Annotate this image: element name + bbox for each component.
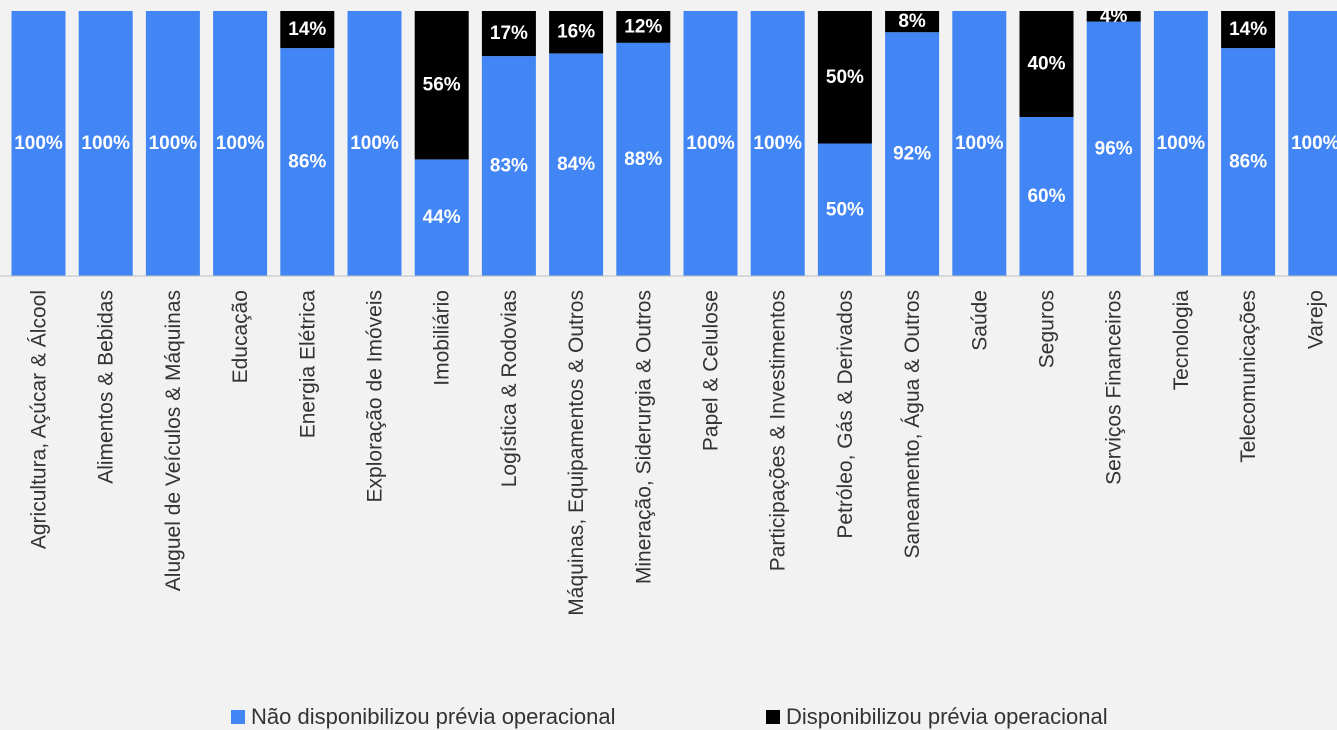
data-label-s2-10: 12% <box>624 16 662 37</box>
category-label-18: Tecnologia <box>1170 290 1193 391</box>
data-label-s1-16: 60% <box>1027 186 1065 207</box>
category-label-5: Energia Elétrica <box>296 290 319 439</box>
data-label-s2-13: 50% <box>826 67 864 88</box>
category-label-15: Saúde <box>968 290 991 351</box>
category-label-1: Agricultura, Açúcar & Álcool <box>28 290 51 549</box>
data-label-s2-5: 14% <box>288 19 326 40</box>
category-label-11: Papel & Celulose <box>700 290 723 451</box>
data-label-s1-15: 100% <box>955 133 1004 154</box>
legend-item-series-2: Disponibilizou prévia operacional <box>766 704 1108 730</box>
category-label-9: Máquinas, Equipamentos & Outros <box>565 290 588 616</box>
category-labels-layer: Agricultura, Açúcar & Álcool Alimentos & … <box>28 290 1328 616</box>
data-label-s2-9: 16% <box>557 22 595 43</box>
data-label-s1-13: 50% <box>826 199 864 220</box>
data-label-s1-1: 100% <box>14 133 63 154</box>
data-label-s1-7: 44% <box>423 207 461 228</box>
data-label-s2-17: 4% <box>1100 6 1128 27</box>
stacked-bar-chart: 100% 100% 100% 100% 86% 14% 100% 44% 56% 83% 17% 84… <box>0 0 1337 700</box>
data-label-s2-19: 14% <box>1229 19 1267 40</box>
data-label-s1-19: 86% <box>1229 152 1267 173</box>
data-label-s2-16: 40% <box>1027 54 1065 75</box>
category-label-6: Exploração de Imóveis <box>364 290 387 502</box>
data-label-s1-10: 88% <box>624 149 662 170</box>
category-label-16: Seguros <box>1036 290 1059 368</box>
data-label-s2-8: 17% <box>490 23 528 44</box>
category-label-10: Mineração, Siderurgia & Outros <box>632 290 655 584</box>
category-label-2: Alimentos & Bebidas <box>95 290 118 484</box>
data-label-s1-11: 100% <box>686 133 735 154</box>
data-label-s1-8: 83% <box>490 156 528 177</box>
category-label-7: Imobiliário <box>431 290 454 386</box>
category-label-17: Serviços Financeiros <box>1103 290 1126 485</box>
category-label-13: Petróleo, Gás & Derivados <box>834 290 857 539</box>
category-label-20: Varejo <box>1304 290 1327 349</box>
data-label-s1-5: 86% <box>288 152 326 173</box>
data-label-s1-12: 100% <box>753 133 802 154</box>
data-label-s1-3: 100% <box>149 133 198 154</box>
legend-label-series-1: Não disponibilizou prévia operacional <box>251 704 615 730</box>
category-label-8: Logística & Rodovias <box>498 290 521 487</box>
data-label-s1-6: 100% <box>350 133 399 154</box>
category-label-12: Participações & Investimentos <box>767 290 790 571</box>
data-label-s1-20: 100% <box>1291 133 1337 154</box>
data-label-s2-7: 56% <box>423 75 461 96</box>
legend-swatch-series-2 <box>766 710 780 724</box>
category-label-3: Aluguel de Veículos & Máquinas <box>162 290 185 591</box>
category-label-19: Telecomunicações <box>1237 290 1260 463</box>
data-label-s1-4: 100% <box>216 133 265 154</box>
data-label-s1-9: 84% <box>557 154 595 175</box>
category-label-14: Saneamento, Água & Outros <box>901 290 924 559</box>
data-label-s2-14: 8% <box>898 11 926 32</box>
data-label-s1-18: 100% <box>1157 133 1206 154</box>
data-label-s1-14: 92% <box>893 144 931 165</box>
legend-swatch-series-1 <box>231 710 245 724</box>
legend-item-series-1: Não disponibilizou prévia operacional <box>231 704 615 730</box>
data-label-s1-17: 96% <box>1095 138 1133 159</box>
data-label-s1-2: 100% <box>81 133 130 154</box>
bars-layer: 100% 100% 100% 100% 86% 14% 100% 44% 56% 83% 17% 84… <box>12 6 1337 276</box>
legend-label-series-2: Disponibilizou prévia operacional <box>786 704 1108 730</box>
category-label-4: Educação <box>229 290 252 383</box>
legend: Não disponibilizou prévia operacional Di… <box>0 702 1337 727</box>
